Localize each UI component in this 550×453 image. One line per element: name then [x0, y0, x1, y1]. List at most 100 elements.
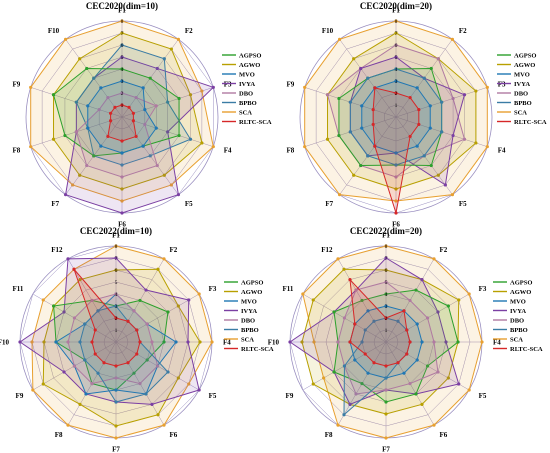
data-point	[440, 100, 444, 104]
tick-label: 4	[395, 67, 398, 73]
data-point	[188, 137, 193, 141]
axis-label: F1	[112, 232, 120, 240]
data-point	[29, 85, 33, 89]
axis-label: F5	[459, 200, 467, 208]
data-point	[174, 340, 178, 344]
data-point	[78, 278, 82, 282]
tick-label: 8	[115, 244, 118, 250]
data-point	[384, 304, 388, 308]
legend-label: IVYA	[510, 308, 526, 315]
data-point	[169, 47, 173, 51]
data-point	[166, 100, 170, 104]
tick-label: 7	[395, 31, 398, 37]
data-point	[86, 104, 90, 108]
data-point	[336, 423, 340, 427]
data-point	[62, 370, 66, 374]
axis-label: F10	[268, 339, 280, 347]
data-point	[92, 154, 96, 158]
data-point	[428, 104, 432, 108]
data-point	[148, 76, 152, 80]
data-point	[143, 122, 147, 127]
data-point	[451, 133, 455, 138]
data-point	[394, 199, 398, 203]
data-point	[90, 340, 94, 344]
data-point	[120, 163, 124, 167]
data-point	[348, 130, 352, 134]
radar-panel-4: CEC2022(dim=20) 1 2 3 4 5 6 7 8 F1 F2 F3 F4 F5 F6 F7 F8 F…	[268, 226, 543, 453]
data-point	[114, 268, 118, 272]
data-point	[198, 340, 202, 344]
radar-panel-2: CEC2020(dim=20) 1 2 3 4 5 6 7 8 F1 F2 F3 F4 F5 F6 F7 F8 F…	[286, 1, 546, 229]
axis-label: F10	[322, 27, 334, 35]
legend-label: MVO	[510, 298, 526, 305]
data-point	[177, 96, 181, 101]
data-point	[162, 57, 166, 61]
data-point	[63, 133, 67, 138]
data-point	[363, 352, 367, 356]
data-point	[342, 413, 346, 417]
tick-label: 5	[121, 55, 124, 61]
tick-label: 7	[385, 256, 388, 262]
axis-label: F7	[325, 200, 333, 208]
data-point	[154, 104, 158, 108]
legend-label: RLTC-SCA	[241, 346, 274, 353]
data-point	[456, 340, 460, 344]
data-point	[417, 122, 421, 127]
data-point	[144, 392, 148, 396]
data-point	[394, 187, 398, 191]
data-point	[422, 154, 426, 158]
data-point	[372, 361, 376, 365]
data-point	[420, 278, 424, 282]
tick-label: 4	[121, 67, 124, 73]
data-point	[155, 66, 159, 71]
spoke	[115, 293, 200, 343]
data-point	[360, 381, 364, 386]
tick-label: 4	[115, 292, 118, 298]
legend-label: RLTC-SCA	[239, 119, 272, 126]
data-point	[96, 309, 100, 313]
legend-label: MVO	[241, 298, 257, 305]
data-point	[360, 340, 364, 344]
legend-label: AGPSO	[510, 279, 532, 286]
data-point	[162, 173, 166, 177]
axis-label: F9	[286, 392, 294, 400]
data-point	[114, 388, 118, 392]
axis-label: F9	[12, 80, 20, 88]
data-point	[85, 66, 89, 71]
data-point	[422, 76, 426, 80]
data-point	[394, 91, 398, 95]
data-point	[474, 141, 478, 145]
data-point	[113, 105, 117, 109]
tick-label: 5	[115, 280, 118, 286]
data-point	[41, 298, 45, 302]
data-point	[120, 199, 124, 203]
axis-label: F6	[118, 221, 126, 229]
data-point	[384, 244, 388, 248]
data-point	[337, 37, 342, 41]
axis-label: F2	[185, 27, 193, 35]
data-point	[440, 130, 444, 134]
tick-label: 5	[385, 280, 388, 286]
data-point	[134, 134, 138, 139]
legend-label: MVO	[239, 71, 255, 78]
data-point	[480, 340, 484, 344]
data-point	[425, 364, 430, 368]
data-point	[336, 340, 340, 344]
axis-label: F7	[112, 446, 120, 453]
data-point	[384, 268, 388, 272]
axis-label: F1	[382, 232, 390, 240]
axis-label: F10	[0, 339, 9, 347]
axis-label: F11	[12, 285, 23, 293]
data-point	[429, 66, 433, 71]
axis-label: F4	[493, 339, 501, 347]
data-point	[436, 370, 440, 374]
data-point	[102, 361, 106, 365]
series-area-rltc-sca	[107, 104, 137, 142]
legend-label: BPBO	[514, 100, 532, 107]
data-point	[408, 95, 412, 100]
data-point	[92, 76, 96, 80]
data-point	[408, 381, 412, 386]
legend-label: MVO	[514, 71, 530, 78]
data-point	[384, 292, 388, 296]
data-point	[62, 310, 66, 314]
